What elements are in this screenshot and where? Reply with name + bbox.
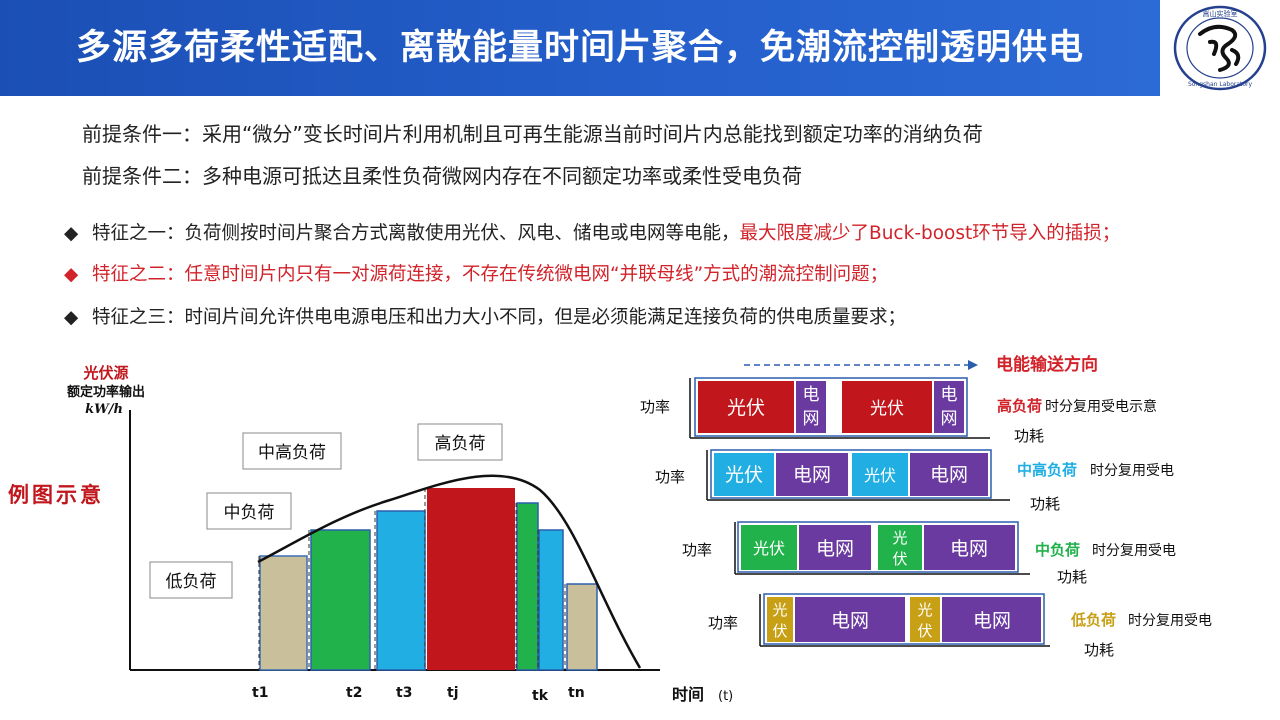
tick-tn: tn xyxy=(568,685,585,701)
cell-grid: 电网 xyxy=(930,464,968,486)
row-label-rest: 时分复用受电 xyxy=(1092,542,1176,559)
consume-label: 功耗 xyxy=(1030,495,1060,513)
row-label-rest: 时分复用受电示意 xyxy=(1045,398,1157,415)
diamond-bullet-icon: ◆ xyxy=(64,264,79,285)
tick-t1: t1 xyxy=(252,685,268,701)
time-division-diagram: 电能输送方向 光伏 电 网 光伏 电 网 功率 功耗 高负荷 时分复用受电示意 … xyxy=(640,354,1212,659)
cell-grid: 电 xyxy=(941,385,958,405)
feature-1: ◆ 特征之一：负荷侧按时间片聚合方式离散使用光伏、风电、储电或电网等电能，最大限度… xyxy=(64,219,1120,245)
feature-2-text: 特征之二：任意时间片内只有一对源荷连接，不存在传统微电网“并联母线”方式的潮流控… xyxy=(92,264,889,285)
label-midhigh: 中高负荷 xyxy=(258,443,326,463)
label-box-mid xyxy=(206,492,292,530)
xlabel-unit: (t) xyxy=(718,689,733,704)
svg-text:伏: 伏 xyxy=(772,622,787,640)
tick-t3: t3 xyxy=(396,685,412,701)
cell-pv: 光伏 xyxy=(864,466,896,485)
label-box-high xyxy=(417,423,503,461)
cell-pv: 光 xyxy=(772,601,787,619)
songshan-lab-logo: 嵩山实验室 Songshan Laboratory xyxy=(1173,5,1267,91)
power-label: 功率 xyxy=(708,614,738,632)
cell-grid: 电 xyxy=(803,385,820,405)
cell-pv: 光伏 xyxy=(870,399,904,419)
arrow-head-icon xyxy=(968,360,978,370)
consume-label: 功耗 xyxy=(1014,427,1044,445)
tick-tk: tk xyxy=(532,688,549,704)
row-label-rest: 时分复用受电 xyxy=(1090,462,1174,479)
cell-pv: 光伏 xyxy=(725,464,763,486)
logo-text-en: Songshan Laboratory xyxy=(1188,81,1253,88)
feature-3-text: 特征之三：时间片间允许供电电源电压和出力大小不同，但是必须能满足连接负荷的供电质… xyxy=(92,307,907,328)
cell-grid: 电网 xyxy=(950,538,988,560)
consume-label: 功耗 xyxy=(1084,641,1114,659)
xlabel: 时间 xyxy=(672,685,704,704)
row-high-load: 光伏 电 网 光伏 电 网 功率 功耗 高负荷 时分复用受电示意 xyxy=(640,377,1157,445)
premise-2: 前提条件二：多种电源可抵达且柔性负荷微网内存在不同额定功率或柔性受电负荷 xyxy=(82,164,802,188)
svg-text:网: 网 xyxy=(803,409,820,429)
label-box-low xyxy=(149,561,233,599)
row-low-load: 光 伏 电网 光 伏 电网 功率 功耗 低负荷 时分复用受电 xyxy=(708,593,1212,659)
example-label: 例图示意 xyxy=(8,482,104,507)
cell-grid: 电网 xyxy=(793,464,831,486)
page-title: 多源多荷柔性适配、离散能量时间片聚合，免潮流控制透明供电 xyxy=(75,28,1084,68)
bar-mid-1 xyxy=(310,529,371,671)
ylabel-sub: 额定功率输出 xyxy=(67,384,145,400)
row-label-hl: 低负荷 xyxy=(1070,611,1116,629)
cell-grid: 电网 xyxy=(831,610,869,632)
diamond-bullet-icon: ◆ xyxy=(64,307,79,328)
tick-t2: t2 xyxy=(346,685,362,701)
consume-label: 功耗 xyxy=(1057,568,1087,586)
row-label-rest: 时分复用受电 xyxy=(1128,612,1212,629)
bar-midhigh-1 xyxy=(376,510,426,671)
svg-text:伏: 伏 xyxy=(917,622,932,640)
feature-1-text: 特征之一：负荷侧按时间片聚合方式离散使用光伏、风电、储电或电网等电能， xyxy=(92,223,740,244)
pv-output-diagram: 例图示意 光伏源 额定功率输出 kW/h 低负荷 中负荷 中高负荷 高负荷 t1… xyxy=(8,364,733,704)
diamond-bullet-icon: ◆ xyxy=(64,223,79,244)
bar-high xyxy=(427,488,515,670)
power-label: 功率 xyxy=(640,398,670,416)
cell-pv: 光伏 xyxy=(753,539,785,558)
row-label-hl: 中负荷 xyxy=(1035,541,1080,559)
label-high: 高负荷 xyxy=(435,434,486,454)
cell-grid: 电网 xyxy=(973,610,1011,632)
logo-text-cn: 嵩山实验室 xyxy=(1203,9,1238,18)
svg-text:伏: 伏 xyxy=(892,550,907,568)
bar-midhigh-2 xyxy=(538,529,564,671)
ylabel-unit: kW/h xyxy=(85,402,123,417)
row-mid-load: 光伏 电网 光 伏 电网 功率 功耗 中负荷 时分复用受电 xyxy=(682,521,1176,586)
power-label: 功率 xyxy=(682,541,712,559)
row-midhigh-load: 光伏 电网 光伏 电网 功率 功耗 中高负荷 时分复用受电 xyxy=(655,449,1174,513)
feature-1-highlight: 最大限度减少了Buck-boost环节导入的插损； xyxy=(739,223,1121,244)
ylabel-title: 光伏源 xyxy=(82,364,128,382)
row-label-hl: 中高负荷 xyxy=(1017,461,1077,479)
pv-output-curve xyxy=(257,474,642,669)
cell-pv: 光 xyxy=(892,529,907,547)
premise-1: 前提条件一：采用“微分”变长时间片利用机制且可再生能源当前时间片内总能找到额定功… xyxy=(82,122,983,146)
bar-mid-2 xyxy=(516,502,539,671)
power-label: 功率 xyxy=(655,468,685,486)
label-low: 低负荷 xyxy=(166,572,217,592)
title-bar xyxy=(0,0,1160,96)
feature-2: ◆ 特征之二：任意时间片内只有一对源荷连接，不存在传统微电网“并联母线”方式的潮流… xyxy=(64,260,888,286)
tick-tj: tj xyxy=(447,685,459,701)
cell-pv: 光 xyxy=(917,601,932,619)
cell-pv: 光伏 xyxy=(727,397,765,419)
label-box-midhigh xyxy=(242,432,342,470)
cell-grid: 电网 xyxy=(816,538,854,560)
bar-low-2 xyxy=(566,583,598,671)
label-mid: 中负荷 xyxy=(224,503,275,523)
logo-area xyxy=(1160,0,1280,96)
svg-text:网: 网 xyxy=(941,409,958,429)
bar-low-1 xyxy=(259,555,308,671)
feature-3: ◆ 特征之三：时间片间允许供电电源电压和出力大小不同，但是必须能满足连接负荷的供电… xyxy=(64,303,906,329)
row-label-hl: 高负荷 xyxy=(997,397,1042,415)
time-slice-markers xyxy=(258,488,566,670)
direction-label: 电能输送方向 xyxy=(996,354,1098,375)
